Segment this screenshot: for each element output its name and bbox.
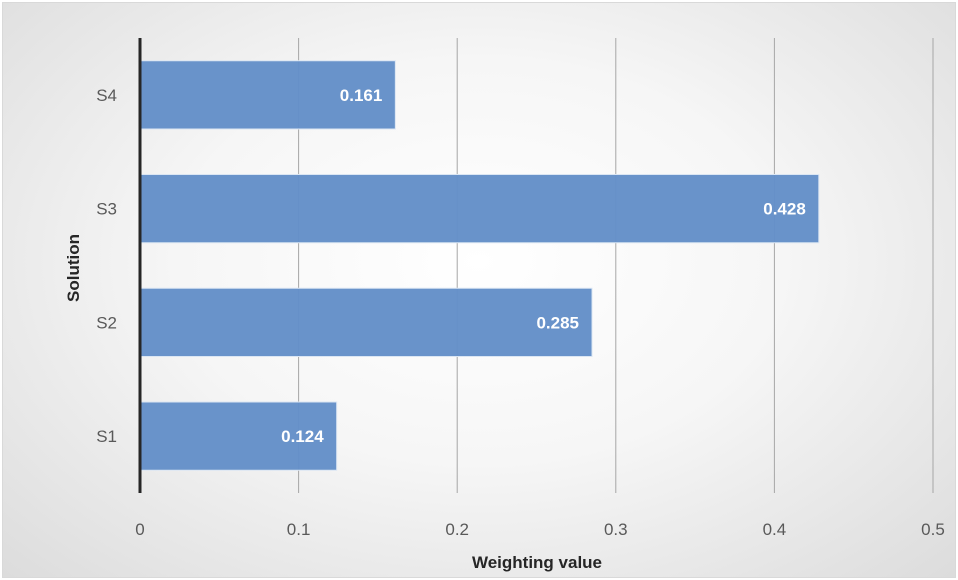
data-label-s1: 0.124 — [281, 427, 324, 446]
y-tick-label: S1 — [96, 427, 117, 446]
x-tick-label: 0.1 — [287, 520, 311, 539]
x-tick-label: 0 — [135, 520, 144, 539]
y-axis-title: Solution — [64, 234, 83, 302]
x-tick-label: 0.4 — [763, 520, 787, 539]
data-label-s2: 0.285 — [536, 313, 579, 332]
bar-s3 — [139, 174, 820, 244]
x-tick-label: 0.3 — [604, 520, 628, 539]
data-labels: 0.124 0.285 0.428 0.161 — [281, 86, 806, 446]
bar-s2 — [139, 287, 593, 357]
x-tick-label: 0.2 — [445, 520, 469, 539]
x-axis-title: Weighting value — [472, 553, 602, 572]
bar-s4 — [139, 60, 396, 130]
x-axis-ticks: 0 0.1 0.2 0.3 0.4 0.5 — [135, 520, 945, 539]
y-tick-label: S4 — [96, 86, 117, 105]
bars — [139, 60, 820, 471]
data-label-s3: 0.428 — [763, 200, 806, 219]
x-tick-label: 0.5 — [921, 520, 945, 539]
data-label-s4: 0.161 — [340, 86, 383, 105]
y-axis-ticks: S1 S2 S3 S4 — [96, 86, 117, 446]
y-tick-label: S3 — [96, 200, 117, 219]
y-tick-label: S2 — [96, 313, 117, 332]
